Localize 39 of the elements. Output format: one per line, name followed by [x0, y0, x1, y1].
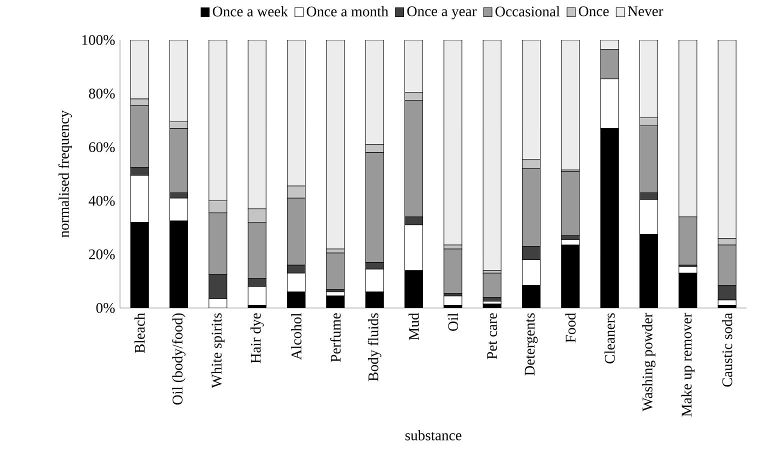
bar	[444, 296, 462, 306]
x-tick-label: Cleaners	[604, 313, 615, 364]
x-tick-label: Washing powder	[642, 312, 656, 412]
x-tick-label: Food	[565, 312, 576, 342]
y-tick-label: 20%	[89, 249, 115, 260]
x-tick-label: Hair dye	[250, 313, 264, 364]
bar	[444, 40, 462, 246]
legend-label: Never	[628, 6, 664, 16]
x-tick-label: Mud	[408, 312, 419, 340]
y-tick-label: 60%	[89, 142, 115, 152]
x-tick-label: White spirits	[211, 313, 225, 388]
legend-label: Once	[578, 6, 609, 16]
bar	[326, 40, 345, 250]
y-tick-label: 0%	[96, 303, 115, 313]
legend-label: Once a year	[407, 6, 477, 20]
legend-label: Once a month	[306, 6, 388, 16]
x-tick-label: Oil	[448, 312, 458, 331]
bar	[482, 304, 502, 308]
bar	[482, 272, 502, 298]
legend-label: Once a week	[212, 6, 288, 16]
x-tick-label: Make up remover	[681, 312, 695, 417]
bar	[326, 252, 345, 290]
bar	[444, 248, 462, 294]
x-tick-label: Perfume	[330, 313, 341, 362]
x-tick-label: Caustic soda	[722, 312, 732, 387]
legend-label: Occasional	[496, 6, 560, 16]
y-tick-label: 40%	[88, 196, 115, 206]
x-tick-label: Bleach	[134, 312, 145, 353]
y-axis-title: normalised frequency	[58, 110, 72, 238]
bar	[482, 40, 502, 271]
x-axis-title: substance	[405, 430, 462, 440]
x-tick-label: Alcohol	[291, 312, 302, 360]
x-tick-label: Pet care	[487, 313, 497, 360]
x-tick-label: Oil (body/food)	[172, 313, 186, 405]
bar	[326, 296, 345, 308]
y-tick-label: 100%	[82, 35, 115, 45]
x-tick-label: Detergents	[524, 313, 538, 376]
x-tick-label: Body fluids	[368, 313, 382, 382]
y-tick-label: 80%	[88, 88, 115, 99]
